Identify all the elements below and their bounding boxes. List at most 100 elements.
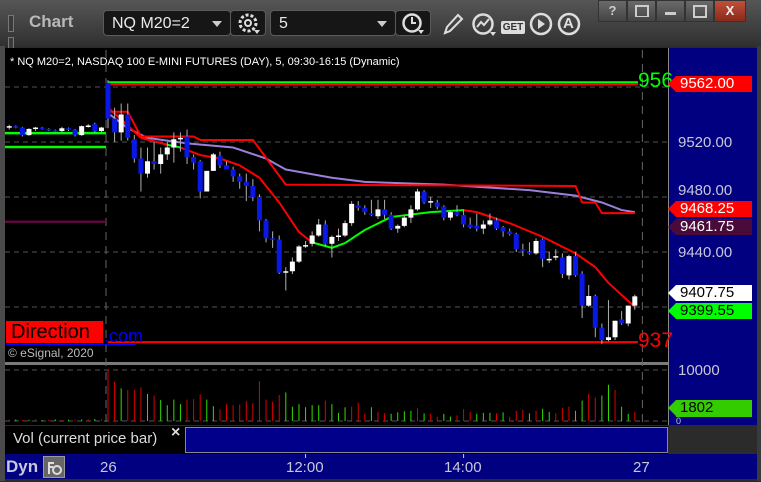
line-study-icon bbox=[472, 13, 496, 36]
candle-up bbox=[612, 320, 618, 338]
candle-up bbox=[480, 224, 486, 229]
studies-button[interactable] bbox=[470, 12, 496, 36]
candle-down bbox=[52, 130, 58, 132]
price-tick: 9520.00 bbox=[678, 134, 733, 151]
level-label-low: 937 bbox=[638, 329, 674, 352]
candle-down bbox=[388, 214, 394, 229]
candle-down bbox=[276, 239, 282, 273]
window-border bbox=[0, 46, 5, 481]
price-axis[interactable] bbox=[668, 48, 757, 425]
step-line bbox=[108, 110, 635, 215]
play-button[interactable] bbox=[528, 12, 554, 36]
watermark-text: Direction bbox=[11, 321, 90, 343]
fast-average-segment bbox=[574, 252, 596, 268]
gear-icon bbox=[238, 13, 260, 34]
close-button[interactable]: X bbox=[714, 0, 746, 22]
candle-down bbox=[65, 128, 71, 130]
draw-tools-button[interactable] bbox=[440, 12, 466, 36]
candle-up bbox=[605, 337, 611, 340]
fast-average-segment bbox=[311, 241, 333, 249]
candle-up bbox=[447, 212, 453, 218]
fast-average-segment bbox=[239, 164, 260, 179]
symbol-dropdown[interactable]: NQ M20=2 bbox=[103, 10, 231, 36]
candle-up bbox=[408, 209, 414, 218]
candle-up bbox=[171, 139, 177, 148]
interval-value: 5 bbox=[279, 15, 288, 32]
minimize-icon bbox=[665, 12, 676, 15]
candle-up bbox=[204, 170, 210, 192]
candle-up bbox=[6, 126, 12, 128]
candle-down bbox=[500, 227, 506, 232]
candle-up bbox=[283, 271, 289, 273]
lock-icon bbox=[48, 462, 62, 475]
candle-up bbox=[296, 246, 302, 262]
fast-average-segment bbox=[607, 282, 636, 308]
fast-average-segment bbox=[463, 209, 477, 214]
symbol-settings-button[interactable] bbox=[230, 10, 266, 36]
candle-down bbox=[526, 252, 532, 254]
alert-a-icon bbox=[557, 12, 581, 36]
candle-up bbox=[26, 128, 32, 136]
candle-up bbox=[177, 137, 183, 140]
candle-up bbox=[316, 224, 322, 236]
fast-average-segment bbox=[476, 211, 511, 225]
level-label-high: 956 bbox=[638, 69, 674, 92]
candle-down bbox=[513, 234, 519, 250]
candle-down bbox=[454, 212, 460, 215]
candle-up bbox=[309, 235, 315, 244]
candle-down bbox=[441, 206, 447, 218]
volume-pane[interactable] bbox=[5, 365, 668, 425]
candle-up bbox=[401, 217, 407, 226]
dynamic-scroll-label[interactable]: Dyn bbox=[6, 457, 39, 476]
minimize-button[interactable] bbox=[656, 0, 685, 22]
candle-up bbox=[118, 114, 124, 133]
alert-a-label: A bbox=[563, 15, 574, 32]
price-tag-fast-line: 9399.55 bbox=[668, 303, 752, 319]
price-tag-step-line: 9468.25 bbox=[668, 201, 752, 217]
help-button[interactable]: ? bbox=[598, 0, 627, 22]
close-study-button[interactable]: × bbox=[171, 424, 181, 441]
candle-down bbox=[39, 127, 45, 130]
play-icon bbox=[529, 12, 553, 36]
candle-up bbox=[546, 258, 552, 261]
alerts-button[interactable]: A bbox=[556, 12, 582, 36]
time-axis[interactable] bbox=[5, 454, 757, 479]
candle-down bbox=[263, 220, 269, 239]
get-data-button[interactable]: GET bbox=[500, 12, 526, 36]
candle-down bbox=[105, 82, 111, 119]
candle-down bbox=[92, 124, 98, 131]
fast-average-segment bbox=[107, 106, 129, 127]
interval-dropdown[interactable]: 5 bbox=[270, 10, 396, 36]
candle-down bbox=[72, 129, 78, 136]
candle-up bbox=[414, 191, 420, 210]
fast-average-segment bbox=[219, 157, 241, 167]
candle-down bbox=[131, 139, 137, 159]
price-tick: 9480.00 bbox=[678, 182, 733, 199]
candle-up bbox=[342, 223, 348, 236]
candle-down bbox=[191, 157, 197, 163]
time-template-button[interactable] bbox=[395, 10, 431, 36]
candle-down bbox=[355, 205, 361, 208]
candle-up bbox=[79, 126, 85, 136]
candle-down bbox=[540, 239, 546, 259]
candle-up bbox=[349, 203, 355, 224]
candle-up bbox=[335, 235, 341, 237]
fast-average-segment bbox=[344, 229, 366, 244]
link-window-button[interactable] bbox=[627, 0, 656, 22]
maximize-button[interactable] bbox=[685, 0, 714, 22]
maximize-icon bbox=[692, 5, 707, 18]
clock-icon bbox=[402, 13, 424, 34]
candle-down bbox=[507, 231, 513, 235]
legend-area bbox=[185, 427, 668, 453]
volume-tick-zero: 0 bbox=[676, 416, 682, 426]
fast-average-segment bbox=[509, 222, 543, 238]
candle-down bbox=[520, 249, 526, 251]
fast-average-segment bbox=[364, 216, 392, 231]
candle-up bbox=[59, 128, 65, 131]
lock-scale-button[interactable] bbox=[43, 456, 65, 478]
pane-splitter[interactable] bbox=[5, 362, 668, 365]
candle-down bbox=[237, 176, 243, 182]
price-pane[interactable] bbox=[5, 48, 668, 362]
fast-average-segment bbox=[331, 242, 346, 249]
